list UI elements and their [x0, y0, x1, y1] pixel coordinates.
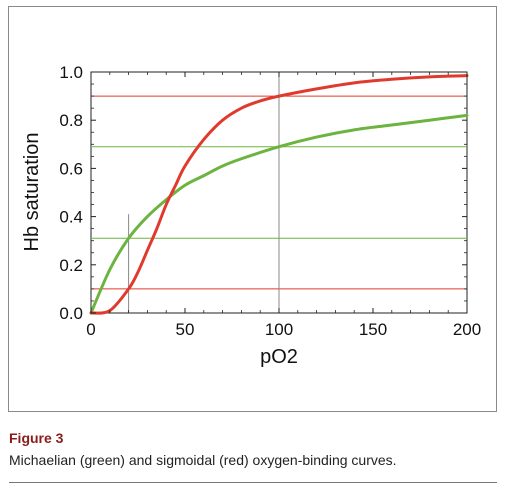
x-tick-label: 0 [86, 320, 95, 339]
y-tick-label: 0.8 [59, 111, 83, 130]
y-tick-label: 1.0 [59, 63, 83, 82]
x-tick-label: 200 [453, 320, 481, 339]
y-tick-label: 0.6 [59, 159, 83, 178]
figure-label: Figure 3 [9, 430, 64, 446]
x-tick-label: 50 [176, 320, 195, 339]
oxygen-binding-chart: 0 50 100 150 200 0.0 0.2 0.4 0.6 0.8 1.0 pO2 Hb sa… [21, 63, 481, 368]
y-tick-label: 0.4 [59, 208, 83, 227]
y-tick-label: 0.2 [59, 256, 83, 275]
series-layer [89, 74, 469, 315]
y-tick-label: 0.0 [59, 304, 83, 323]
michaelian-curve-line [89, 113, 469, 315]
x-tick-label: 100 [265, 320, 293, 339]
sigmoidal-curve-line [89, 74, 469, 315]
x-axis-label: pO2 [260, 346, 298, 368]
y-axis-label: Hb saturation [21, 133, 43, 252]
ticks-layer: 0 50 100 150 200 0.0 0.2 0.4 0.6 0.8 1.0 [59, 63, 481, 339]
figure-caption: Michaelian (green) and sigmoidal (red) o… [9, 452, 397, 468]
x-tick-label: 150 [359, 320, 387, 339]
caption-rule [9, 482, 497, 483]
